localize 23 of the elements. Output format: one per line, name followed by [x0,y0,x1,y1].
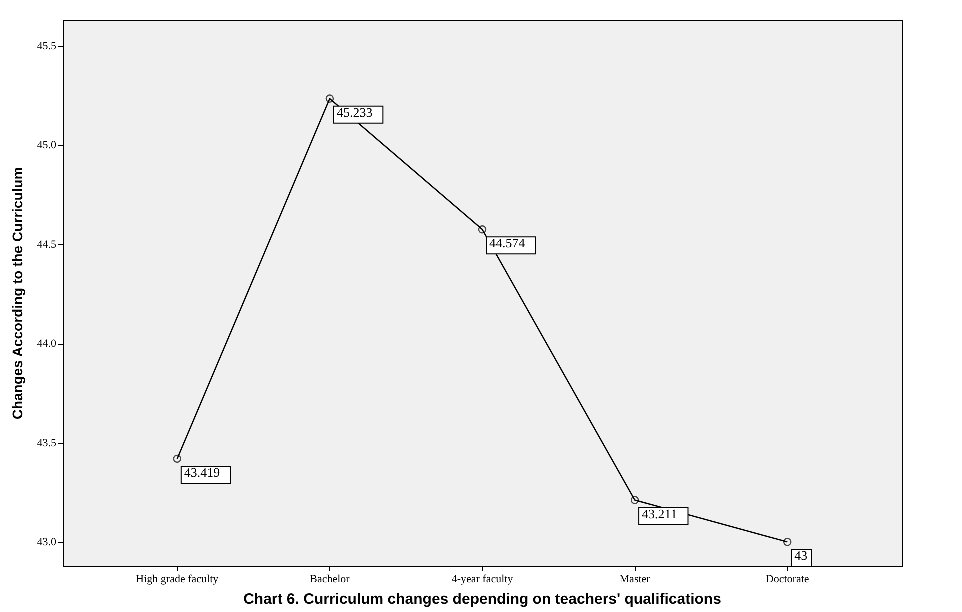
y-tick-label: 43.0 [37,536,57,549]
y-tick-label: 44.5 [37,238,57,251]
x-tick-label: 4-year faculty [452,574,514,586]
point [173,454,182,464]
x-tick-label: High grade faculty [136,574,220,586]
y-tick-label: 44.0 [37,338,57,350]
point [478,226,487,234]
text: Chart 6. Curriculum changes depending on teachers' qualifications [244,591,722,608]
point [783,538,792,546]
y-axis-title: Changes According to the Curriculum [9,167,26,420]
point [326,94,334,103]
y-tick-label: 45.5 [37,40,57,52]
x-tick-label: Doctorate [766,574,810,586]
y-tick-label: 43.5 [37,437,57,450]
y-tick-label: 45.0 [37,140,57,152]
x-tick-label: Bachelor [310,574,350,586]
data-label: 45.233 [336,104,373,120]
data-label: 44.574 [490,236,526,251]
data-label: 43 [794,548,808,564]
data-label: 43.211 [642,506,678,522]
point [630,496,640,504]
x-tick-label: Master [620,574,651,586]
data-label: 43.419 [184,464,220,480]
